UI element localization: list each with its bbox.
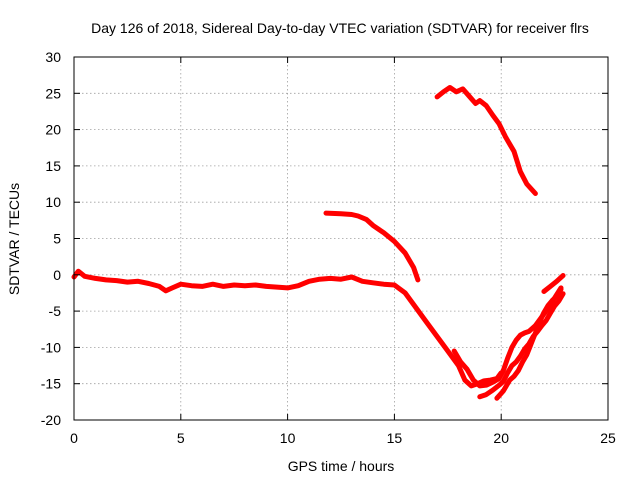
y-tick-label: -15 [41,376,61,392]
y-tick-label: -20 [41,412,61,428]
y-tick-labels: -20 -15 -10 -5 0 5 10 15 20 25 30 [41,49,61,428]
series-line-trace-7 [541,273,566,294]
y-tick-label: -5 [49,303,62,319]
x-tick-label: 5 [177,430,185,446]
x-tick-label: 20 [493,430,509,446]
grid [74,57,608,420]
y-tick-label: 25 [45,85,61,101]
x-tick-label: 0 [70,430,78,446]
series-layer [71,85,566,401]
x-tick-label: 15 [387,430,403,446]
x-tick-label: 25 [600,430,616,446]
y-tick-label: 5 [53,231,61,247]
y-tick-label: 15 [45,158,61,174]
series-line-trace-3 [434,85,538,196]
series-line-trace-2 [323,210,421,283]
series-line-trace-6 [494,286,564,401]
x-tick-labels: 0 5 10 15 20 25 [70,430,616,446]
y-tick-label: 10 [45,194,61,210]
x-axis-label: GPS time / hours [288,458,395,474]
x-tick-label: 10 [280,430,296,446]
series-line-trace-1 [71,268,504,389]
chart-title: Day 126 of 2018, Sidereal Day-to-day VTE… [91,20,589,36]
series-line-trace-5 [477,291,566,400]
y-tick-label: 30 [45,49,61,65]
y-axis-label: SDTVAR / TECUs [6,183,22,295]
ticks [73,56,609,421]
y-tick-label: 0 [53,267,61,283]
y-tick-label: -10 [41,339,61,355]
y-tick-label: 20 [45,122,61,138]
